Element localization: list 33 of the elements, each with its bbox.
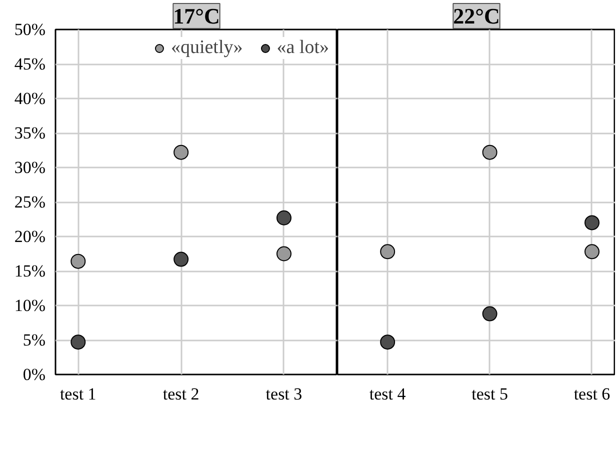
- point: [482, 306, 498, 322]
- y-tick-label: 35%: [14, 124, 46, 142]
- point: [584, 215, 600, 230]
- x-tick-label: test 2: [162, 384, 200, 404]
- y-tick-label: 45%: [14, 54, 46, 74]
- y-tick-label: 50%: [14, 20, 46, 39]
- y-tick-label: 5%: [22, 330, 46, 350]
- point: [380, 244, 396, 260]
- x-tick-label: test 4: [369, 384, 406, 404]
- legend-label: «quietly»: [170, 37, 243, 59]
- y-tick-label: 30%: [14, 158, 46, 177]
- point: [70, 334, 86, 350]
- point: [174, 144, 189, 160]
- point: [276, 246, 292, 262]
- legend-label: «a lot»: [276, 37, 329, 59]
- x-tick-label: test 3: [266, 384, 302, 404]
- x-tick-label: test 6: [574, 384, 610, 404]
- y-tick-label: 10%: [14, 296, 46, 315]
- x-tick-label: test 1: [60, 384, 96, 404]
- chart-title: 22°C: [453, 4, 500, 28]
- y-tick-label: 25%: [14, 192, 46, 212]
- y-tick-label: 40%: [14, 89, 46, 108]
- point: [174, 252, 189, 267]
- point: [584, 244, 600, 260]
- point: [482, 144, 498, 160]
- point: [276, 210, 292, 226]
- y-tick-label: 20%: [14, 227, 46, 246]
- chart-title: 17°C: [173, 4, 220, 28]
- y-tick-label: 0%: [22, 365, 46, 384]
- x-tick-label: test 5: [472, 384, 508, 404]
- point: [380, 334, 396, 350]
- point: [70, 254, 86, 269]
- y-tick-label: 15%: [14, 262, 46, 280]
